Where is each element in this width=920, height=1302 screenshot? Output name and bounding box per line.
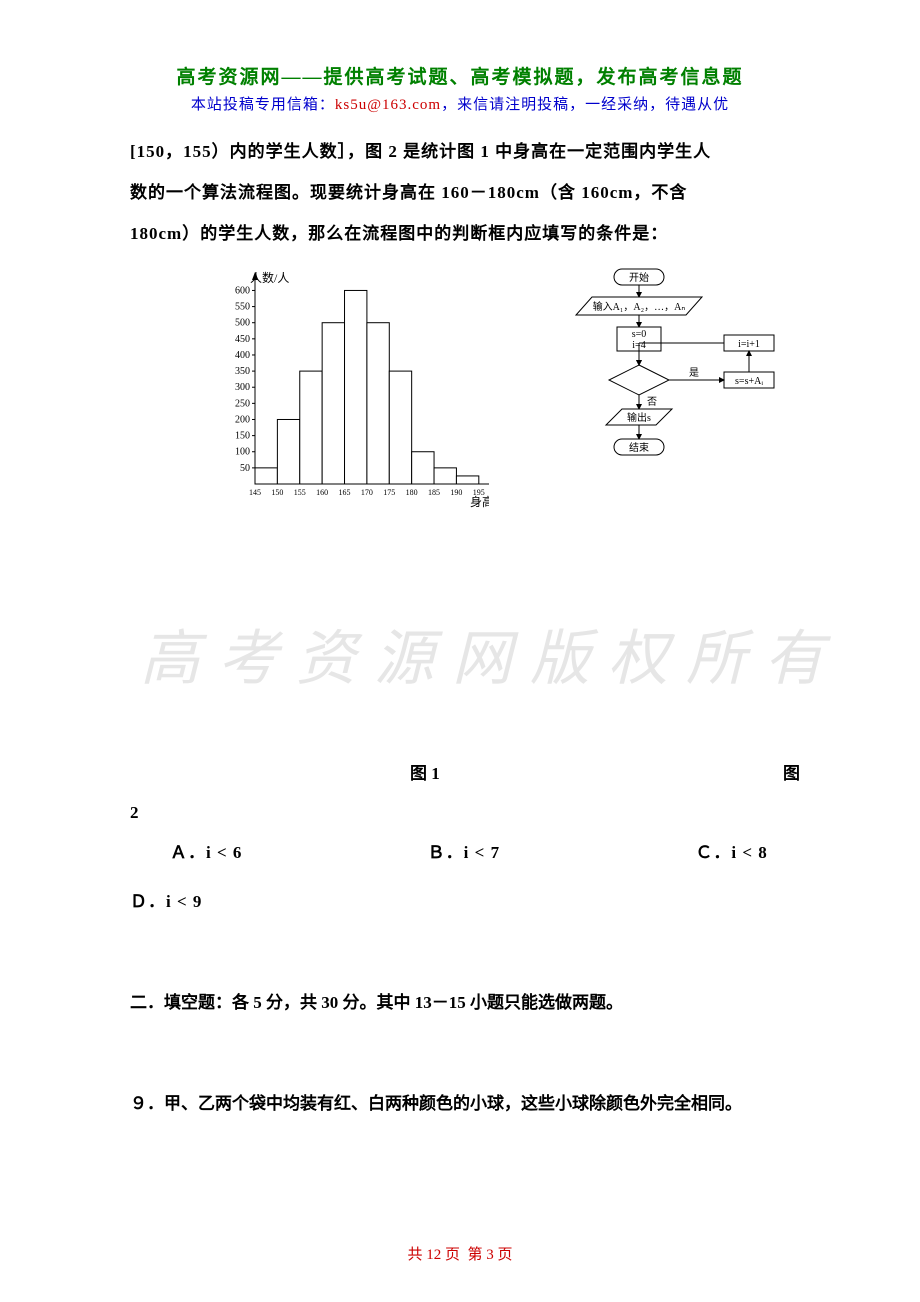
histogram-chart: 50 100 150 200 250 300 350 400 450 500 550 600 145 15… — [200, 264, 489, 514]
body-line-3: 180cm）的学生人数，那么在流程图中的判断框内应填写的条件是： — [130, 214, 790, 255]
svg-text:145: 145 — [249, 488, 261, 497]
svg-text:身高/cm: 身高/cm — [470, 494, 489, 509]
watermark-text: 高考资源网版权所有 — [140, 610, 842, 697]
flowchart-diagram: 开始输入A₁，A₂，…，Aₙs=0i=4i=i+1s=s+Aᵢ是否输出s结束 — [539, 264, 790, 514]
svg-text:350: 350 — [235, 366, 250, 377]
svg-text:输出s: 输出s — [627, 411, 651, 424]
svg-text:人数/人: 人数/人 — [250, 270, 289, 285]
svg-text:100: 100 — [235, 447, 250, 458]
svg-text:200: 200 — [235, 415, 250, 426]
option-d: Ｄ．i < 9 — [130, 882, 790, 923]
option-a: Ａ．i < 6 — [170, 833, 242, 874]
svg-text:开始: 开始 — [629, 271, 649, 284]
svg-text:是: 是 — [689, 367, 699, 379]
figure-2-label-cont: 2 — [130, 803, 790, 823]
site-header-sub: 本站投稿专用信箱：ks5u@163.com，来信请注明投稿，一经采纳，待遇从优 — [130, 93, 790, 114]
footer-current: 第 3 页 — [468, 1247, 513, 1263]
body-line-2: 数的一个算法流程图。现要统计身高在 160－180cm（含 160cm，不含 — [130, 173, 790, 214]
section-2-heading: 二．填空题：各 5 分，共 30 分。其中 13－15 小题只能选做两题。 — [130, 983, 790, 1024]
svg-text:s=s+Aᵢ: s=s+Aᵢ — [735, 376, 763, 387]
svg-text:175: 175 — [383, 488, 395, 497]
svg-text:50: 50 — [240, 463, 250, 474]
svg-text:s=0: s=0 — [632, 329, 647, 340]
svg-text:500: 500 — [235, 318, 250, 329]
footer-total: 共 12 页 — [407, 1247, 460, 1263]
site-header-title: 高考资源网——提供高考试题、高考模拟题，发布高考信息题 — [130, 62, 790, 89]
svg-text:165: 165 — [339, 488, 351, 497]
svg-text:否: 否 — [647, 396, 657, 408]
figure-1-label: 图 1 — [410, 754, 440, 795]
svg-text:180: 180 — [406, 488, 418, 497]
option-c: Ｃ．i < 8 — [695, 833, 767, 874]
svg-text:155: 155 — [294, 488, 306, 497]
svg-text:250: 250 — [235, 399, 250, 410]
svg-text:190: 190 — [450, 488, 462, 497]
contact-email: ks5u@163.com — [335, 97, 441, 113]
sub-prefix: 本站投稿专用信箱： — [191, 97, 335, 113]
svg-text:i=i+1: i=i+1 — [738, 339, 760, 350]
svg-text:450: 450 — [235, 334, 250, 345]
body-line-1: [150，155）内的学生人数］，图 2 是统计图 1 中身高在一定范围内学生人 — [130, 132, 790, 173]
svg-text:150: 150 — [235, 431, 250, 442]
svg-text:输入A₁，A₂，…，Aₙ: 输入A₁，A₂，…，Aₙ — [593, 300, 686, 313]
page-footer: 共 12 页 第 3 页 — [0, 1243, 920, 1264]
svg-text:400: 400 — [235, 350, 250, 361]
svg-text:600: 600 — [235, 286, 250, 297]
svg-text:170: 170 — [361, 488, 373, 497]
option-b: Ｂ．i < 7 — [428, 833, 500, 874]
figure-2-label: 图 — [783, 754, 800, 795]
svg-text:300: 300 — [235, 383, 250, 394]
sub-suffix: ，来信请注明投稿，一经采纳，待遇从优 — [441, 97, 729, 113]
svg-text:150: 150 — [271, 488, 283, 497]
svg-text:185: 185 — [428, 488, 440, 497]
svg-text:550: 550 — [235, 302, 250, 313]
svg-text:160: 160 — [316, 488, 328, 497]
svg-text:结束: 结束 — [629, 441, 649, 454]
question-9: ９．甲、乙两个袋中均装有红、白两种颜色的小球，这些小球除颜色外完全相同。 — [130, 1084, 790, 1125]
